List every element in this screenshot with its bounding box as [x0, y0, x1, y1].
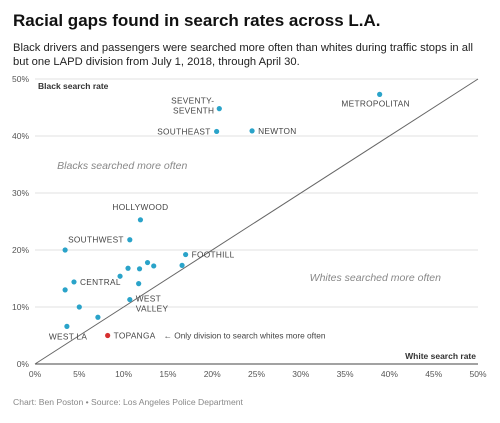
x-tick-label: 30% [292, 369, 309, 379]
y-tick-label: 30% [12, 188, 29, 198]
data-point [62, 247, 68, 253]
y-tick-label: 10% [12, 302, 29, 312]
data-point [216, 106, 222, 112]
x-tick-label: 35% [337, 369, 354, 379]
y-tick-label: 50% [12, 74, 29, 84]
topanga-note: ← Only division to search whites more of… [164, 331, 326, 341]
x-tick-label: 20% [204, 369, 221, 379]
data-point [214, 128, 220, 135]
x-tick-label: 25% [248, 369, 265, 379]
point-label: METROPOLITAN [341, 98, 409, 108]
data-point [127, 296, 133, 303]
data-point [136, 266, 143, 272]
x-axis-title: White search rate [405, 351, 476, 361]
x-tick-label: 40% [381, 369, 398, 379]
data-point [95, 314, 101, 320]
point-label: WEST LA [49, 331, 88, 341]
data-point [71, 279, 77, 285]
x-tick-label: 45% [425, 369, 442, 379]
data-point [117, 273, 123, 279]
x-tick-label: 5% [73, 369, 86, 379]
data-point [249, 128, 255, 134]
point-label: SEVENTY-SEVENTH [171, 96, 214, 116]
data-point [127, 237, 133, 243]
data-point [64, 323, 70, 329]
point-label: CENTRAL [80, 277, 121, 287]
point-label: WEST VALLEY [136, 294, 169, 314]
annotation-upper: Blacks searched more often [57, 160, 187, 172]
point-label: FOOTHILL [192, 250, 235, 260]
data-point [136, 281, 142, 287]
x-tick-label: 15% [159, 369, 176, 379]
data-point [144, 259, 151, 266]
x-tick-label: 50% [469, 369, 486, 379]
x-tick-label: 10% [115, 369, 132, 379]
data-point [76, 304, 82, 310]
data-point [377, 91, 383, 97]
data-point [179, 262, 185, 268]
chart-title: Racial gaps found in search rates across… [13, 11, 381, 30]
point-label: TOPANGA [114, 331, 156, 341]
y-axis-title: Black search rate [38, 81, 109, 91]
y-tick-label: 40% [12, 131, 29, 141]
reference-line [34, 78, 479, 365]
y-tick-label: 0% [17, 359, 30, 369]
x-tick-label: 0% [29, 369, 42, 379]
data-point [137, 217, 144, 223]
point-label: SOUTHWEST [68, 235, 124, 245]
chart-subtitle: Black drivers and passengers were search… [13, 42, 473, 68]
data-point [183, 251, 189, 258]
data-point [151, 263, 157, 269]
point-label: SOUTHEAST [157, 126, 210, 136]
point-label: NEWTON [258, 126, 297, 136]
chart-source: Chart: Ben Poston • Source: Los Angeles … [13, 397, 243, 407]
annotation-lower: Whites searched more often [310, 272, 441, 284]
data-point [125, 265, 131, 271]
point-label: HOLLYWOOD [112, 202, 168, 212]
y-tick-label: 20% [12, 245, 29, 255]
data-point [62, 287, 68, 293]
highlight-point [105, 332, 111, 339]
